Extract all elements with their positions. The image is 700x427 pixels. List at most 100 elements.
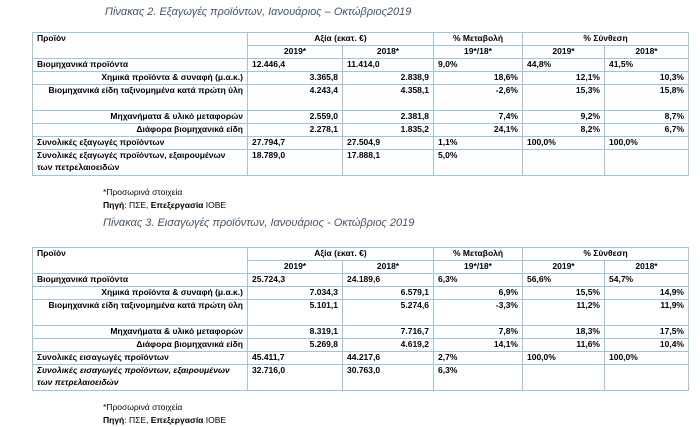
composition-2019-cell: 15,5%: [522, 286, 605, 300]
table-row: Βιομηχανικά είδη ταξινομημένα κατά πρώτη…: [32, 84, 689, 111]
column-header-value-group: Αξία (εκατ. €): [247, 247, 434, 261]
product-cell: Συνολικές εισαγωγές προϊόντων, εξαιρουμέ…: [32, 364, 248, 391]
value-2019-cell: 5.101,1: [247, 299, 343, 326]
table-row: Βιομηχανικά προϊόντα 25.724,3 24.189,6 6…: [32, 273, 689, 287]
column-header-2018: 2018*: [342, 45, 434, 59]
source-org: ΙΟΒΕ: [203, 200, 227, 210]
composition-2019-cell: 11,6%: [522, 338, 605, 352]
value-2018-cell: 4.358,1: [342, 84, 434, 111]
value-2019-cell: 7.034,3: [247, 286, 343, 300]
value-2018-cell: 2.838,9: [342, 71, 434, 85]
product-cell: Βιομηχανικά προϊόντα: [32, 273, 248, 287]
composition-2019-cell: 100,0%: [522, 351, 605, 365]
source-org: ΙΟΒΕ: [203, 415, 227, 425]
composition-2018-cell: 17,5%: [604, 325, 689, 339]
table2-notes: *Προσωρινά στοιχεία Πηγή: ΠΣΕ, Επεξεργασ…: [103, 186, 226, 212]
composition-2018-cell: 14,9%: [604, 286, 689, 300]
provisional-data-footnote: *Προσωρινά στοιχεία: [103, 187, 183, 197]
composition-2018-cell: 10,4%: [604, 338, 689, 352]
value-2018-cell: 44.217,6: [342, 351, 434, 365]
value-2018-cell: 24.189,6: [342, 273, 434, 287]
composition-2019-cell: [522, 364, 605, 391]
product-cell: Βιομηχανικά προϊόντα: [32, 58, 248, 72]
value-2018-cell: 11.414,0: [342, 58, 434, 72]
product-cell: Συνολικές εξαγωγές προϊόντων, εξαιρουμέν…: [32, 149, 248, 176]
composition-2019-cell: 100,0%: [522, 136, 605, 150]
column-header-2019: 2019*: [247, 45, 343, 59]
value-2019-cell: 32.716,0: [247, 364, 343, 391]
value-2018-cell: 5.274,6: [342, 299, 434, 326]
column-header-product: Προϊόν: [32, 32, 248, 59]
product-cell: Χημικά προϊόντα & συναφή (μ.α.κ.): [32, 286, 248, 300]
table-row: Βιομηχανικά προϊόντα 12.446,4 11.414,0 9…: [32, 58, 689, 72]
value-2019-cell: 2.559,0: [247, 110, 343, 124]
change-cell: 14,1%: [433, 338, 523, 352]
product-cell: Χημικά προϊόντα & συναφή (μ.α.κ.): [32, 71, 248, 85]
column-header-product: Προϊόν: [32, 247, 248, 274]
table2-caption: Πίνακας 2. Εξαγωγές προϊόντων, Ιανουάριο…: [105, 6, 412, 18]
composition-2018-cell: [604, 149, 689, 176]
product-cell: Βιομηχανικά είδη ταξινομημένα κατά πρώτη…: [32, 299, 248, 326]
change-cell: 9,0%: [433, 58, 523, 72]
table3-caption: Πίνακας 3. Εισαγωγές προϊόντων, Ιανουάρι…: [103, 217, 415, 229]
composition-2018-cell: 11,9%: [604, 299, 689, 326]
value-2019-cell: 4.243,4: [247, 84, 343, 111]
value-2018-cell: 6.579,1: [342, 286, 434, 300]
change-cell: 6,3%: [433, 364, 523, 391]
value-2018-cell: 4.619,2: [342, 338, 434, 352]
value-2019-cell: 45.411,7: [247, 351, 343, 365]
table-row: Χημικά προϊόντα & συναφή (μ.α.κ.) 7.034,…: [32, 286, 689, 300]
value-2018-cell: 27.504,9: [342, 136, 434, 150]
source-sep: : ΠΣΕ,: [124, 415, 151, 425]
change-cell: 6,3%: [433, 273, 523, 287]
column-header-composition-group: % Σύνθεση: [522, 32, 689, 46]
composition-2018-cell: 41,5%: [604, 58, 689, 72]
exports-table: Προϊόν Αξία (εκατ. €) % Μεταβολή % Σύνθε…: [32, 32, 689, 176]
column-header-2019: 2019*: [522, 260, 605, 274]
provisional-data-footnote: *Προσωρινά στοιχεία: [103, 402, 183, 412]
source-line: Πηγή: ΠΣΕ, Επεξεργασία ΙΟΒΕ: [103, 199, 226, 212]
composition-2018-cell: 100,0%: [604, 351, 689, 365]
column-header-2019: 2019*: [522, 45, 605, 59]
column-header-change: 19*/18*: [433, 45, 523, 59]
composition-2019-cell: 12,1%: [522, 71, 605, 85]
value-2019-cell: 18.789,0: [247, 149, 343, 176]
change-cell: -2,6%: [433, 84, 523, 111]
header-group-row: Προϊόν Αξία (εκατ. €) % Μεταβολή % Σύνθε…: [32, 32, 689, 59]
source-line: Πηγή: ΠΣΕ, Επεξεργασία ΙΟΒΕ: [103, 414, 226, 427]
composition-2018-cell: 10,3%: [604, 71, 689, 85]
composition-2018-cell: [604, 364, 689, 391]
header-group-row: Προϊόν Αξία (εκατ. €) % Μεταβολή % Σύνθε…: [32, 247, 689, 274]
product-cell: Βιομηχανικά είδη ταξινομημένα κατά πρώτη…: [32, 84, 248, 111]
composition-2018-cell: 6,7%: [604, 123, 689, 137]
product-cell: Συνολικές εξαγωγές προϊόντων: [32, 136, 248, 150]
product-cell: Συνολικές εισαγωγές προϊόντων: [32, 351, 248, 365]
change-cell: 7,8%: [433, 325, 523, 339]
change-cell: 7,4%: [433, 110, 523, 124]
source-label: Πηγή: [103, 200, 125, 210]
table-row: Συνολικές εξαγωγές προϊόντων 27.794,7 27…: [32, 136, 689, 150]
table-row: Βιομηχανικά είδη ταξινομημένα κατά πρώτη…: [32, 299, 689, 326]
value-2019-cell: 3.365,8: [247, 71, 343, 85]
column-header-2018: 2018*: [604, 260, 689, 274]
column-header-change-group: % Μεταβολή: [433, 247, 523, 261]
table-row: Μηχανήματα & υλικό μεταφορών 8.319,1 7.7…: [32, 325, 689, 339]
column-header-2019: 2019*: [247, 260, 343, 274]
column-header-composition-group: % Σύνθεση: [522, 247, 689, 261]
value-2019-cell: 8.319,1: [247, 325, 343, 339]
change-cell: 1,1%: [433, 136, 523, 150]
value-2018-cell: 2.381,8: [342, 110, 434, 124]
value-2019-cell: 2.278,1: [247, 123, 343, 137]
table-row: Διάφορα βιομηχανικά είδη 2.278,1 1.835,2…: [32, 123, 689, 137]
value-2018-cell: 1.835,2: [342, 123, 434, 137]
composition-2019-cell: 56,6%: [522, 273, 605, 287]
change-cell: 24,1%: [433, 123, 523, 137]
column-header-change-group: % Μεταβολή: [433, 32, 523, 46]
composition-2018-cell: 100,0%: [604, 136, 689, 150]
column-header-change: 19*/18*: [433, 260, 523, 274]
composition-2018-cell: 8,7%: [604, 110, 689, 124]
composition-2018-cell: 54,7%: [604, 273, 689, 287]
composition-2019-cell: 44,8%: [522, 58, 605, 72]
source-sep: : ΠΣΕ,: [124, 200, 151, 210]
